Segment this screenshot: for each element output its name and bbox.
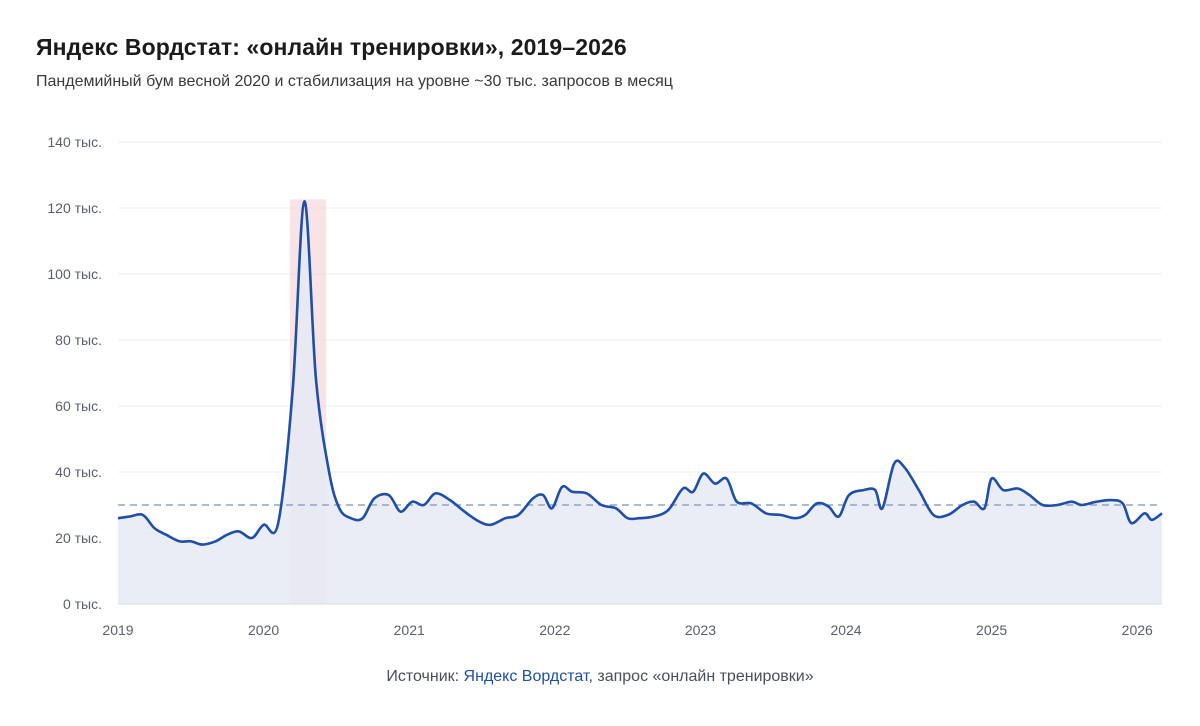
y-axis-ticks: 0 тыс. 20 тыс. 40 тыс. 60 тыс. 80 тыс. 100 ты… (47, 134, 102, 612)
chart-title: Яндекс Вордстат: «онлайн тренировки», 20… (36, 34, 627, 60)
y-tick-label: 120 тыс. (47, 200, 102, 216)
x-tick-label: 2022 (539, 622, 570, 638)
y-tick-label: 80 тыс. (55, 332, 102, 348)
chart-subtitle: Пандемийный бум весной 2020 и стабилизац… (36, 73, 673, 90)
grid-lines (118, 141, 1162, 539)
x-tick-label: 2025 (976, 622, 1007, 638)
y-tick-label: 140 тыс. (47, 134, 102, 150)
x-tick-label: 2019 (102, 622, 133, 638)
x-axis-ticks: 2019 2020 2021 2022 2023 2024 2025 2026 (102, 622, 1153, 638)
y-tick-label: 20 тыс. (55, 530, 102, 546)
y-tick-label: 0 тыс. (63, 596, 102, 612)
x-tick-label: 2024 (830, 622, 861, 638)
x-tick-label: 2026 (1122, 622, 1153, 638)
source-note: Источник: Яндекс Вордстат, запрос «онлай… (0, 668, 1200, 686)
source-suffix: , запрос «онлайн тренировки» (588, 668, 814, 685)
x-tick-label: 2021 (394, 622, 425, 638)
source-link[interactable]: Яндекс Вордстат (463, 668, 589, 685)
x-tick-label: 2020 (248, 622, 279, 638)
y-tick-label: 100 тыс. (47, 266, 102, 282)
series-area-fill (118, 201, 1162, 604)
x-tick-label: 2023 (685, 622, 716, 638)
series-line (117, 200, 1163, 546)
y-tick-label: 40 тыс. (55, 464, 102, 480)
y-tick-label: 60 тыс. (55, 398, 102, 414)
source-prefix: Источник: (386, 668, 464, 685)
